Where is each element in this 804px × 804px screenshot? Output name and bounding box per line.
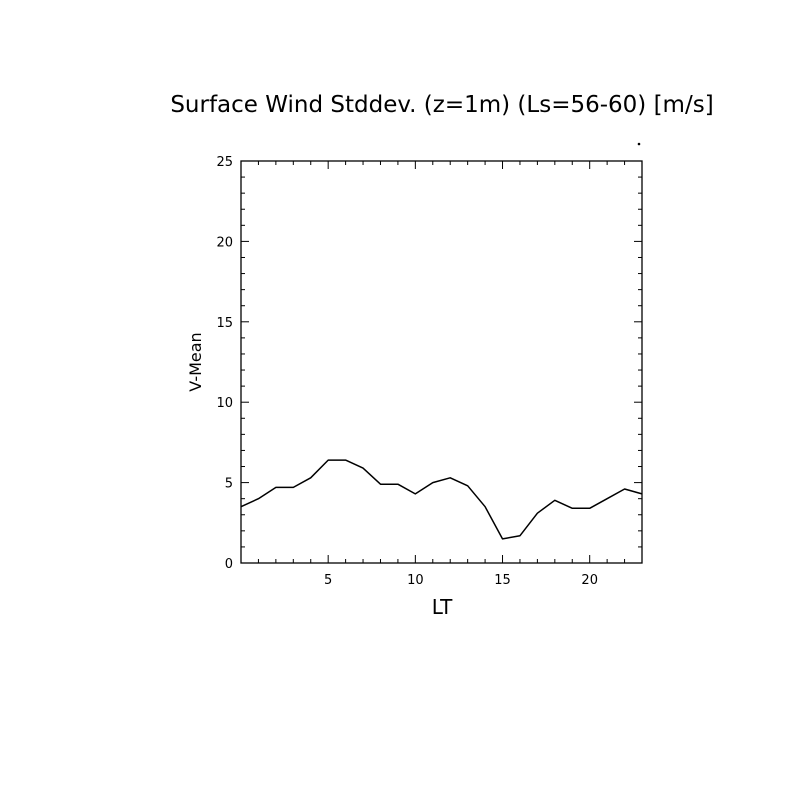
y-tick-label: 10 [216,396,233,411]
y-tick-labels: 0 5 10 15 20 25 [216,155,233,572]
y-tick-label: 25 [216,155,233,170]
plot-frame [240,160,643,564]
y-tick-label: 20 [216,235,233,250]
x-tick-labels: 5 10 15 20 [324,573,598,588]
y-axis-label: V-Mean [186,332,205,391]
y-tick-label: 0 [225,557,233,572]
series-group [240,459,643,540]
y-tick-label: 15 [216,316,233,331]
corner-dot [637,142,641,146]
x-tick-label: 15 [494,573,511,588]
x-tick-label: 5 [324,573,332,588]
x-tick-label: 10 [407,573,424,588]
axis-ticks [240,160,643,564]
chart-title: Surface Wind Stddev. (z=1m) (Ls=56-60) [… [170,92,713,118]
y-tick-label: 5 [225,477,233,492]
x-axis-label: LT [432,595,453,619]
x-tick-label: 20 [581,573,598,588]
series-line [240,459,643,540]
